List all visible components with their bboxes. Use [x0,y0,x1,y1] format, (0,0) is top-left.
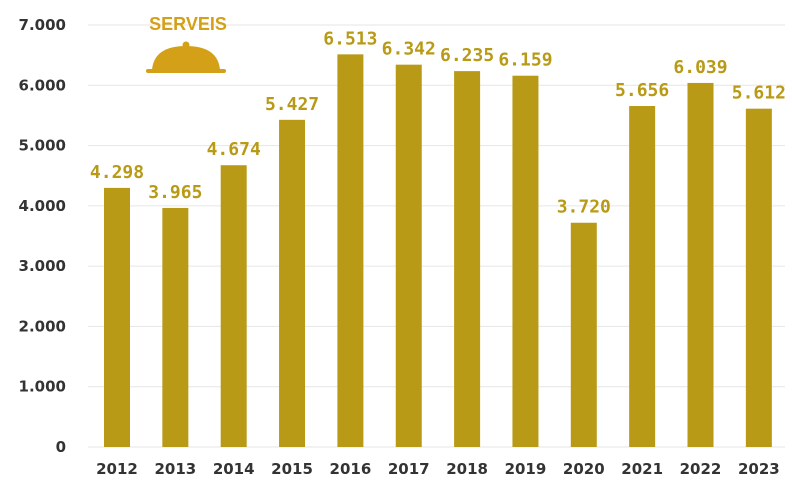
y-tick-label: 2.000 [19,317,66,335]
y-tick-label: 1.000 [19,378,66,396]
y-tick-label: 7.000 [19,16,66,34]
bar [745,108,772,447]
data-label: 6.235 [440,45,494,66]
data-label: 6.342 [382,39,436,60]
bar [337,54,364,448]
x-tick-label: 2013 [154,460,196,478]
y-tick-label: 0 [56,438,66,456]
bar [687,82,714,447]
bar [395,64,422,447]
bar [570,222,597,447]
bars [104,54,772,448]
x-tick-label: 2012 [96,460,138,478]
bar [512,75,539,447]
y-tick-label: 6.000 [19,76,66,94]
bar [162,207,189,447]
y-axis-ticks: 0 1.000 2.000 3.000 4.000 5.000 6.000 7.000 [19,16,66,456]
data-label: 6.159 [498,50,552,71]
y-tick-label: 5.000 [19,137,66,155]
x-tick-label: 2020 [563,460,605,478]
cloche-icon [146,41,226,73]
data-label: 5.612 [732,83,786,104]
x-tick-label: 2021 [621,460,663,478]
data-label: 4.298 [90,162,144,183]
data-label: 5.427 [265,94,319,115]
x-tick-label: 2022 [680,460,722,478]
bar [279,119,306,447]
x-tick-label: 2018 [446,460,488,478]
x-tick-label: 2015 [271,460,313,478]
logo-title: SERVEIS [149,14,227,34]
x-axis-ticks: 2012 2013 2014 2015 2016 2017 2018 2019 2020 2021… [96,460,780,478]
data-label: 6.513 [323,28,377,49]
x-tick-label: 2014 [213,460,255,478]
serveis-logo: SERVEIS [146,14,227,73]
x-tick-label: 2017 [388,460,430,478]
bar [454,71,481,448]
y-tick-label: 4.000 [19,197,66,215]
gridlines [88,24,785,448]
x-tick-label: 2019 [505,460,547,478]
y-tick-label: 3.000 [19,257,66,275]
data-label: 6.039 [673,57,727,78]
bar [629,106,656,448]
data-label: 3.965 [148,182,202,203]
data-label: 4.674 [207,139,261,160]
bar [104,187,130,447]
bar [220,165,247,447]
data-label: 3.720 [557,197,611,218]
data-label: 5.656 [615,80,669,101]
x-tick-label: 2023 [738,460,780,478]
x-tick-label: 2016 [330,460,372,478]
